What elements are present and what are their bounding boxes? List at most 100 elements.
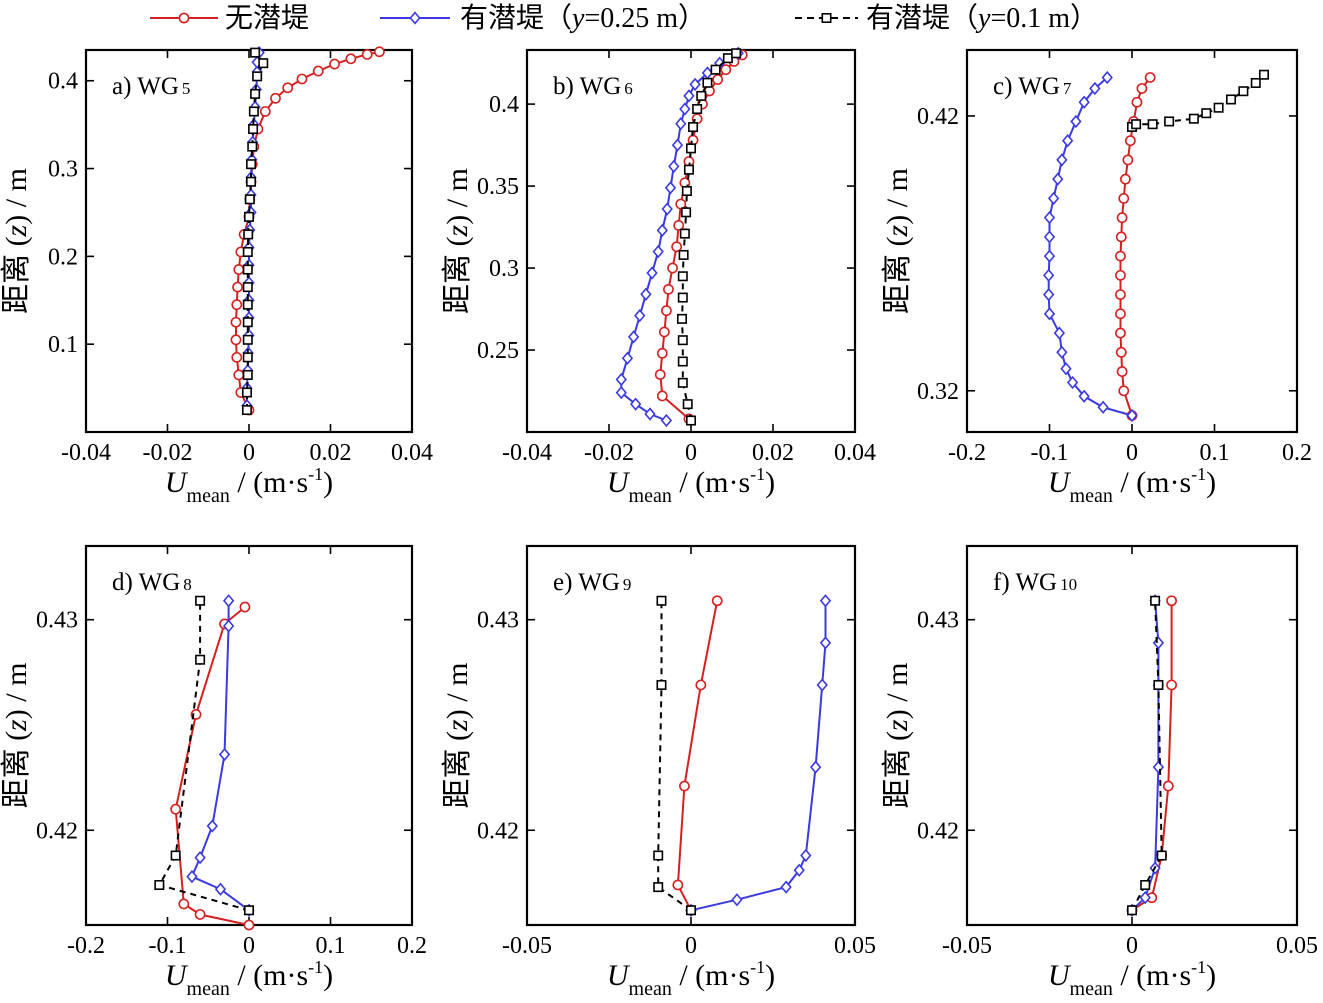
data-point (282, 82, 294, 94)
data-point (1124, 135, 1136, 147)
legend: 无潜堤 有潜堤（y=0.25 m） 有潜堤（y=0.1 m） (150, 2, 1098, 34)
legend-label: 有潜堤（y=0.1 m） (866, 2, 1098, 34)
data-point (1166, 595, 1177, 607)
data-point (231, 299, 243, 311)
series-line (157, 600, 250, 912)
series-line (676, 600, 719, 911)
x-tick-label: -0.05 (942, 933, 992, 959)
data-point (1052, 172, 1064, 186)
data-point (1066, 375, 1079, 390)
data-point (1226, 94, 1237, 105)
series-2 (615, 46, 744, 428)
data-point (800, 848, 812, 863)
y-tick-label: 0.42 (477, 818, 519, 844)
data-point (246, 176, 257, 187)
data-point (1097, 400, 1109, 414)
data-point (242, 246, 253, 257)
data-point (685, 905, 696, 916)
legend-entry-1: 无潜堤 (150, 2, 309, 34)
data-point (296, 73, 308, 85)
data-point (259, 106, 271, 117)
data-point (809, 760, 822, 774)
data-point (675, 198, 687, 210)
series-3 (154, 595, 255, 916)
y-tick-label: 0.32 (917, 379, 959, 405)
data-point (1156, 850, 1167, 861)
data-point (696, 90, 707, 101)
plot-frame (525, 48, 857, 434)
data-point (258, 58, 269, 69)
data-point (1131, 119, 1142, 130)
legend-entry-2: 有潜堤（y=0.25 m） (380, 2, 706, 34)
data-point (731, 48, 742, 59)
data-point (1056, 345, 1068, 359)
data-point (232, 281, 243, 293)
data-point (270, 92, 281, 104)
data-point (710, 64, 721, 75)
panel-title: a) WG 5 (112, 73, 190, 100)
data-point (1118, 193, 1130, 204)
x-axis-label: Umean / (m·s-1) (165, 464, 333, 507)
data-point (1153, 679, 1164, 690)
data-point (239, 601, 251, 613)
data-point (1126, 408, 1138, 423)
data-point (685, 415, 696, 426)
series-1 (1115, 72, 1156, 421)
data-point (1188, 113, 1199, 124)
y-tick-label: 0.43 (917, 608, 959, 634)
panel-title: f) WG 10 (993, 569, 1077, 596)
data-point (1061, 134, 1074, 148)
data-point (656, 595, 667, 606)
series-3 (676, 48, 742, 426)
x-axis-label: Umean / (m·s-1) (607, 957, 775, 1000)
y-tick-label: 0.4 (489, 92, 519, 118)
data-point (214, 882, 227, 896)
x-axis-label: Umean / (m·s-1) (165, 957, 333, 1000)
data-point (241, 405, 252, 416)
data-point (1115, 269, 1126, 281)
legend-marker (178, 12, 190, 24)
data-point (627, 330, 640, 344)
x-tick-label: -0.04 (61, 440, 111, 466)
series-line (190, 600, 250, 912)
data-point (653, 882, 664, 893)
series-3 (241, 47, 269, 416)
data-point (671, 241, 683, 253)
y-axis-label: 距离 (z) / m (441, 168, 474, 314)
data-point (661, 202, 673, 216)
x-tick-label: 0 (1126, 933, 1138, 959)
series-2 (685, 594, 832, 917)
series-3 (653, 595, 696, 916)
data-point (711, 595, 723, 607)
data-point (634, 308, 646, 323)
data-point (1115, 231, 1127, 243)
data-point (242, 334, 253, 345)
data-point (677, 292, 688, 303)
data-point (1139, 890, 1151, 905)
data-point (222, 619, 235, 633)
series-3 (1127, 595, 1167, 916)
data-point (819, 594, 832, 608)
data-point (682, 399, 693, 410)
data-point (243, 229, 254, 240)
x-tick-label: -0.2 (67, 933, 105, 959)
data-point (668, 159, 680, 174)
data-point (1043, 287, 1055, 302)
y-axis-label: 距离 (z) / m (881, 663, 914, 809)
plot-frame (84, 544, 414, 927)
data-point (640, 287, 652, 301)
data-point (1152, 760, 1165, 774)
data-point (681, 185, 692, 196)
data-point (194, 850, 206, 865)
series-line (657, 600, 692, 912)
y-tick-label: 0.43 (36, 608, 78, 634)
data-point (688, 122, 699, 133)
x-tick-label: 0 (685, 933, 697, 959)
data-point (1115, 250, 1126, 262)
data-point (678, 249, 689, 260)
y-axis-label: 距离 (z) / m (0, 663, 33, 809)
data-point (233, 369, 245, 381)
plot-frame (965, 544, 1299, 927)
legend-entry-3: 有潜堤（y=0.1 m） (795, 2, 1098, 34)
data-point (615, 372, 627, 387)
